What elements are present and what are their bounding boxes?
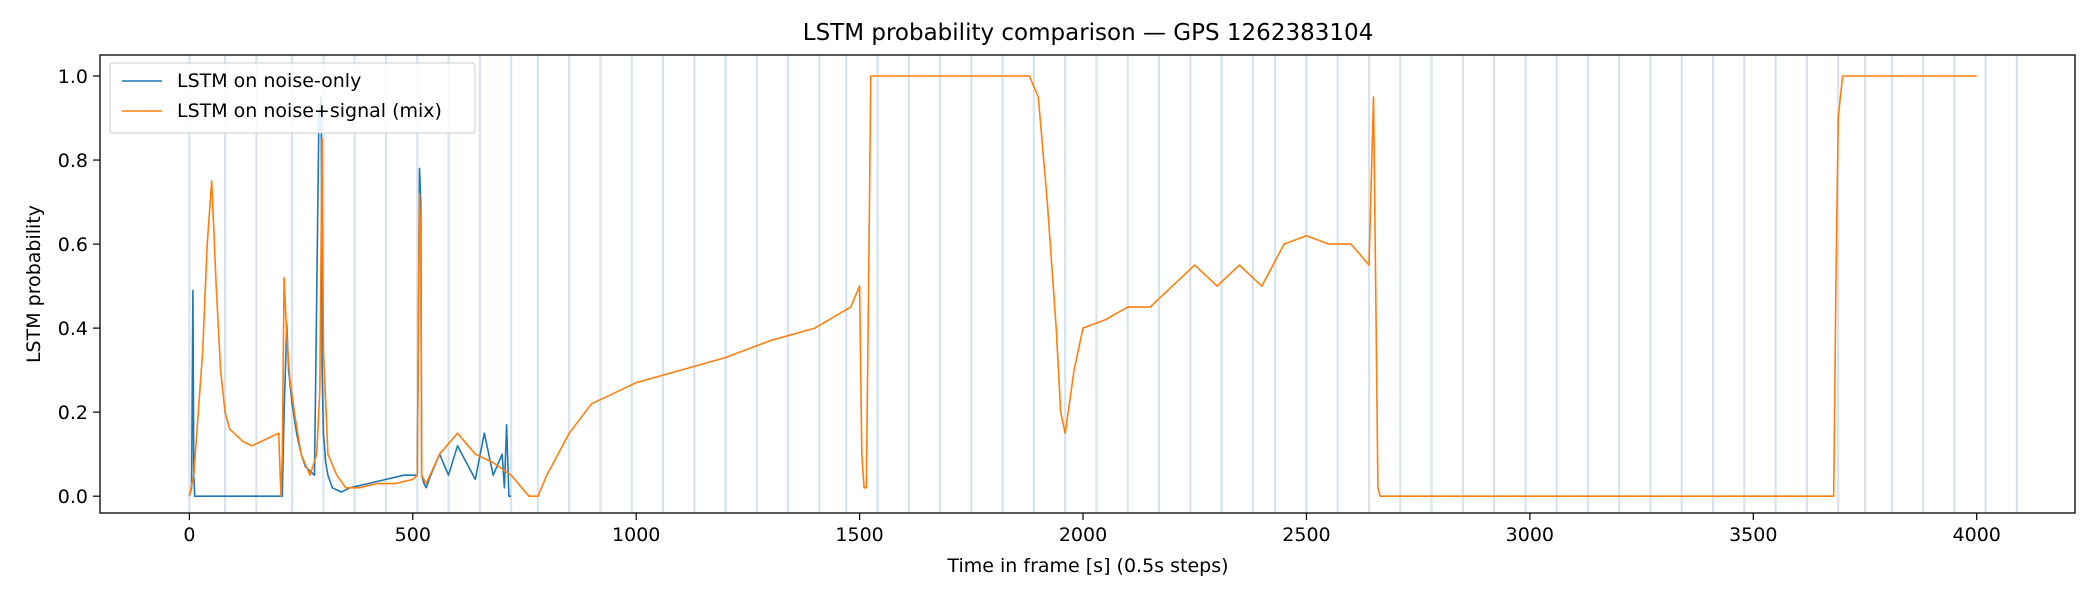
x-tick-label: 2500 <box>1282 524 1330 546</box>
x-tick-label: 2000 <box>1059 524 1107 546</box>
series-line-mix <box>188 75 1977 498</box>
y-tick-label: 0.2 <box>58 402 88 424</box>
x-tick-label: 3500 <box>1729 524 1777 546</box>
legend-box <box>109 62 476 134</box>
chart-title: LSTM probability comparison — GPS 126238… <box>803 20 1374 46</box>
x-tick-label: 1500 <box>835 524 883 546</box>
x-tick-label: 500 <box>395 524 431 546</box>
x-axis-ticks: 0 500 1000 1500 2000 2500 3000 3500 4000 <box>183 513 2001 546</box>
y-tick-label: 1.0 <box>58 66 88 88</box>
y-tick-label: 0.4 <box>58 318 88 340</box>
y-axis-label: LSTM probability <box>23 205 45 363</box>
x-tick-label: 0 <box>183 524 195 546</box>
y-tick-label: 0.6 <box>58 234 88 256</box>
y-axis-ticks: 0.0 0.2 0.4 0.6 0.8 1.0 <box>58 66 100 508</box>
y-tick-label: 0.0 <box>58 486 88 508</box>
plot-area <box>99 54 2076 514</box>
legend: LSTM on noise-only LSTM on noise+signal … <box>109 62 476 134</box>
x-tick-label: 3000 <box>1506 524 1554 546</box>
x-tick-label: 1000 <box>612 524 660 546</box>
series-line-noise-only <box>188 96 512 498</box>
x-axis-label: Time in frame [s] (0.5s steps) <box>946 555 1228 577</box>
series-layer <box>188 75 1977 498</box>
legend-label-noise-only: LSTM on noise-only <box>177 70 361 92</box>
x-tick-label: 4000 <box>1953 524 2001 546</box>
y-tick-label: 0.8 <box>58 150 88 172</box>
legend-label-mix: LSTM on noise+signal (mix) <box>177 100 442 122</box>
